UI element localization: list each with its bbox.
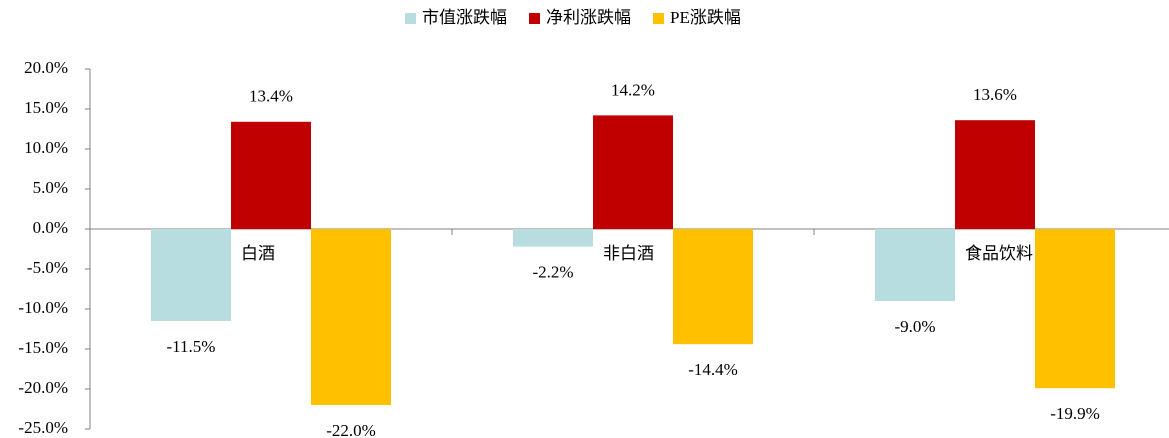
x-tick-label: 食品饮料 [965,244,1033,263]
x-tick-label: 非白酒 [603,244,654,263]
value-label: 14.2% [611,80,655,99]
legend-label: 净利涨跌幅 [546,8,631,27]
y-tick-label: 10.0% [24,138,68,157]
bar [875,229,955,301]
y-tick-label: -15.0% [18,338,68,357]
legend-swatch [529,13,540,24]
y-tick-label: -20.0% [18,378,68,397]
y-tick-label: 15.0% [24,98,68,117]
value-label: -19.9% [1050,404,1100,423]
value-label: -22.0% [326,421,376,438]
bar [513,229,593,247]
y-tick-label: 20.0% [24,58,68,77]
bar [1035,229,1115,389]
y-tick-label: -25.0% [18,418,68,437]
y-tick-label: 5.0% [33,178,68,197]
bar [231,121,311,229]
x-tick-label: 白酒 [241,244,275,263]
legend-label: PE涨跌幅 [670,8,741,27]
bar [673,229,753,345]
value-label: -9.0% [894,317,935,336]
y-tick-label: -10.0% [18,298,68,317]
value-label: 13.4% [249,87,293,106]
bar [593,115,673,229]
value-label: -2.2% [532,263,573,282]
bar [311,229,391,405]
legend-swatch [405,13,416,24]
bar [955,120,1035,229]
value-label: -11.5% [167,337,216,356]
legend-label: 市值涨跌幅 [422,8,507,27]
legend-swatch [653,13,664,24]
bar [151,229,231,321]
value-label: 13.6% [973,85,1017,104]
value-label: -14.4% [688,360,738,379]
y-tick-label: 0.0% [33,218,68,237]
y-tick-label: -5.0% [27,258,68,277]
